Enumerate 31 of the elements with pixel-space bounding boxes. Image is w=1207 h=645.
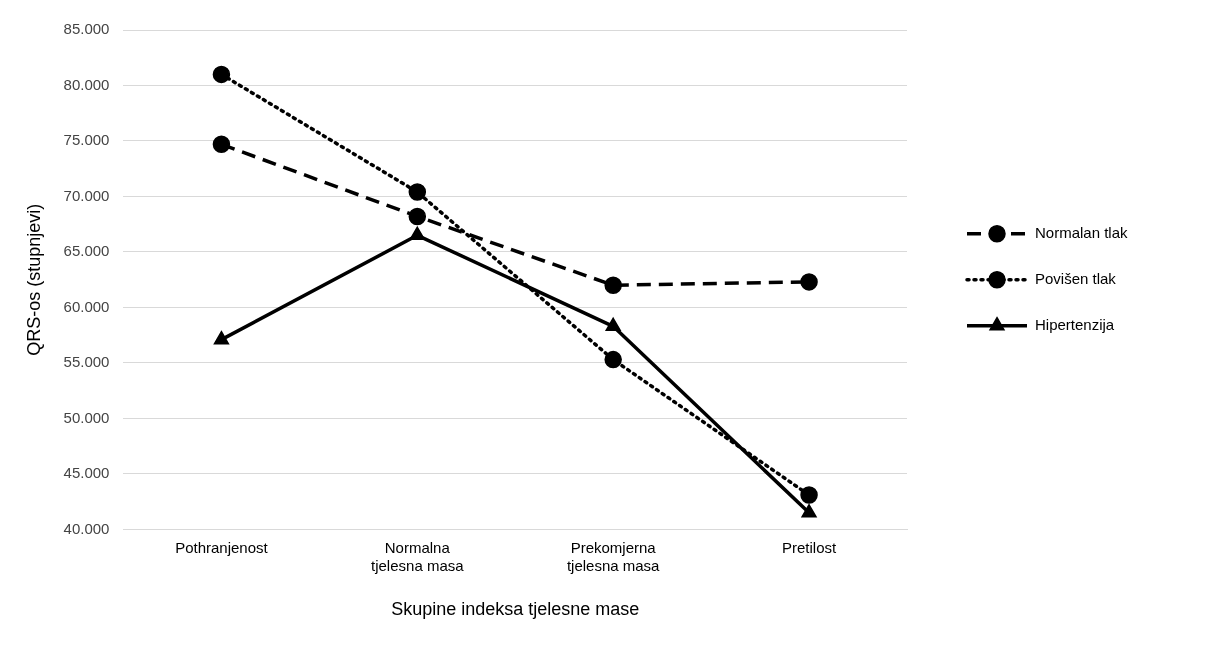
point [800,486,818,504]
y-tick-label: 45.000 [63,464,110,482]
x-axis-title: Skupine indeksa tjelesne mase [391,599,640,620]
point [213,330,230,345]
legend-label: Povišen tlak [1035,269,1117,287]
x-tick-label: Pothranjenost [175,538,269,556]
y-tick-label: 60.000 [63,297,110,315]
y-tick-label: 75.000 [63,131,110,149]
point [605,317,621,332]
legend-label: Normalan tlak [1035,223,1129,241]
legend-label: Hipertenzija [1035,315,1115,333]
point [604,276,622,294]
point [408,183,427,201]
point [800,273,818,291]
y-tick-label: 70.000 [63,186,110,204]
x-tick-label: Normalna tjelesna masa [371,538,465,574]
y-tick-label: 80.000 [63,75,110,93]
point [212,135,231,154]
point [212,65,231,84]
y-tick-label: 50.000 [63,408,110,426]
x-tick-label: Pretilost [781,538,837,556]
x-tick-label: Prekomjerna tjelesna masa [566,538,661,574]
y-tick-label: 40.000 [63,519,110,537]
point [409,226,425,241]
point [801,504,817,518]
point [408,207,427,226]
y-tick-label: 85.000 [63,20,110,38]
y-axis-title: QRS-os (stupnjevi) [23,203,44,356]
y-tick-label: 55.000 [63,353,110,371]
y-tick-label: 65.000 [63,242,110,260]
point [604,350,622,369]
